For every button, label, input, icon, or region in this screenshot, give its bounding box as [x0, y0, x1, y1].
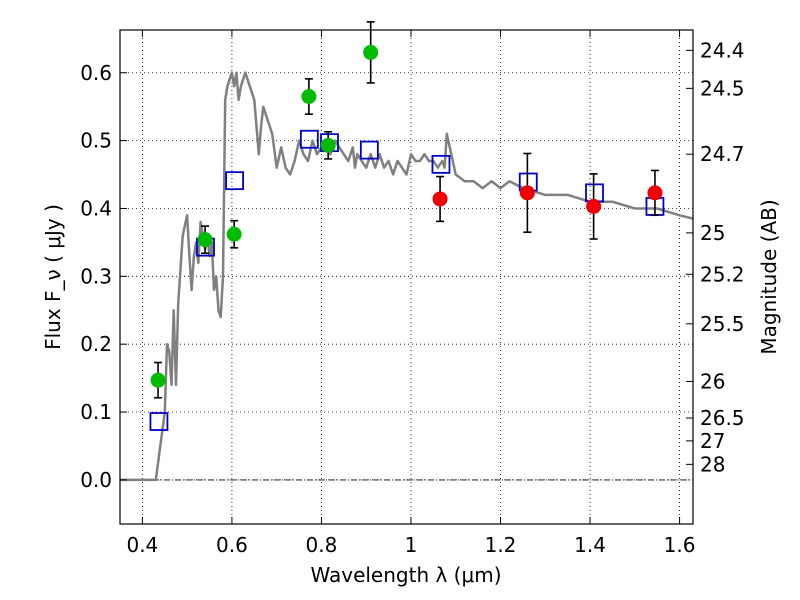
- model-square-marker: [149, 412, 169, 431]
- x-tick-label: 0.6: [216, 533, 248, 557]
- y-tick-label: 0.3: [80, 264, 112, 288]
- right-tick-label: 28: [700, 452, 725, 476]
- right-tick-label: 26.5: [700, 406, 745, 430]
- model-sed-line: [120, 71, 694, 482]
- model-square-marker: [225, 171, 245, 191]
- right-tick-label: 25.5: [700, 312, 745, 336]
- x-tick-label: 0.4: [126, 533, 158, 557]
- grid: [120, 30, 693, 524]
- right-tick-label: 27: [700, 429, 725, 453]
- y-tick-label: 0.2: [80, 332, 112, 356]
- model-square-marker: [299, 129, 319, 149]
- right-tick-label: 26: [700, 370, 725, 394]
- red-point: [519, 185, 535, 201]
- x-tick-label: 1.4: [574, 533, 606, 557]
- model-square-marker: [359, 140, 379, 160]
- model-square-marker: [431, 154, 451, 174]
- x-tick-label: 1.2: [485, 533, 517, 557]
- y-tick-label: 0.5: [80, 129, 112, 153]
- y-tick-label: 0.0: [80, 468, 112, 492]
- right-tick-label: 24.7: [700, 142, 745, 166]
- y-tick-label: 0.1: [80, 400, 112, 424]
- plot-frame: [119, 29, 694, 525]
- plot-area: [120, 30, 693, 524]
- y-tick-label: 0.4: [80, 196, 112, 220]
- green-point: [320, 137, 336, 153]
- y-axis-label: Flux F_ν ( μJy ): [41, 204, 65, 350]
- x-tick-label: 1: [405, 533, 418, 557]
- right-tick-label: 25: [700, 221, 725, 245]
- green-point: [301, 89, 317, 104]
- green-point: [363, 44, 379, 60]
- x-tick-label: 1.6: [664, 533, 696, 557]
- red-point: [586, 198, 602, 214]
- ticks: 0.4 0.6 0.8 1 1.2 1.4 1.6 0.0 0.1 0.2 0.3 0.4 0.5 0.6…: [80, 30, 745, 557]
- right-tick-label: 24.4: [700, 38, 745, 62]
- green-point: [197, 232, 213, 248]
- y-tick-label: 0.6: [80, 61, 112, 85]
- x-tick-label: 0.8: [306, 533, 338, 557]
- right-tick-label: 25.2: [700, 262, 745, 286]
- right-tick-label: 24.5: [700, 76, 745, 100]
- red-point: [432, 191, 448, 207]
- x-axis-label: Wavelength λ (μm): [310, 563, 501, 587]
- series-layer: [120, 21, 694, 482]
- right-axis-label: Magnitude (AB): [757, 199, 781, 354]
- green-point: [226, 226, 242, 242]
- green-point: [150, 372, 166, 388]
- red-point: [647, 185, 663, 201]
